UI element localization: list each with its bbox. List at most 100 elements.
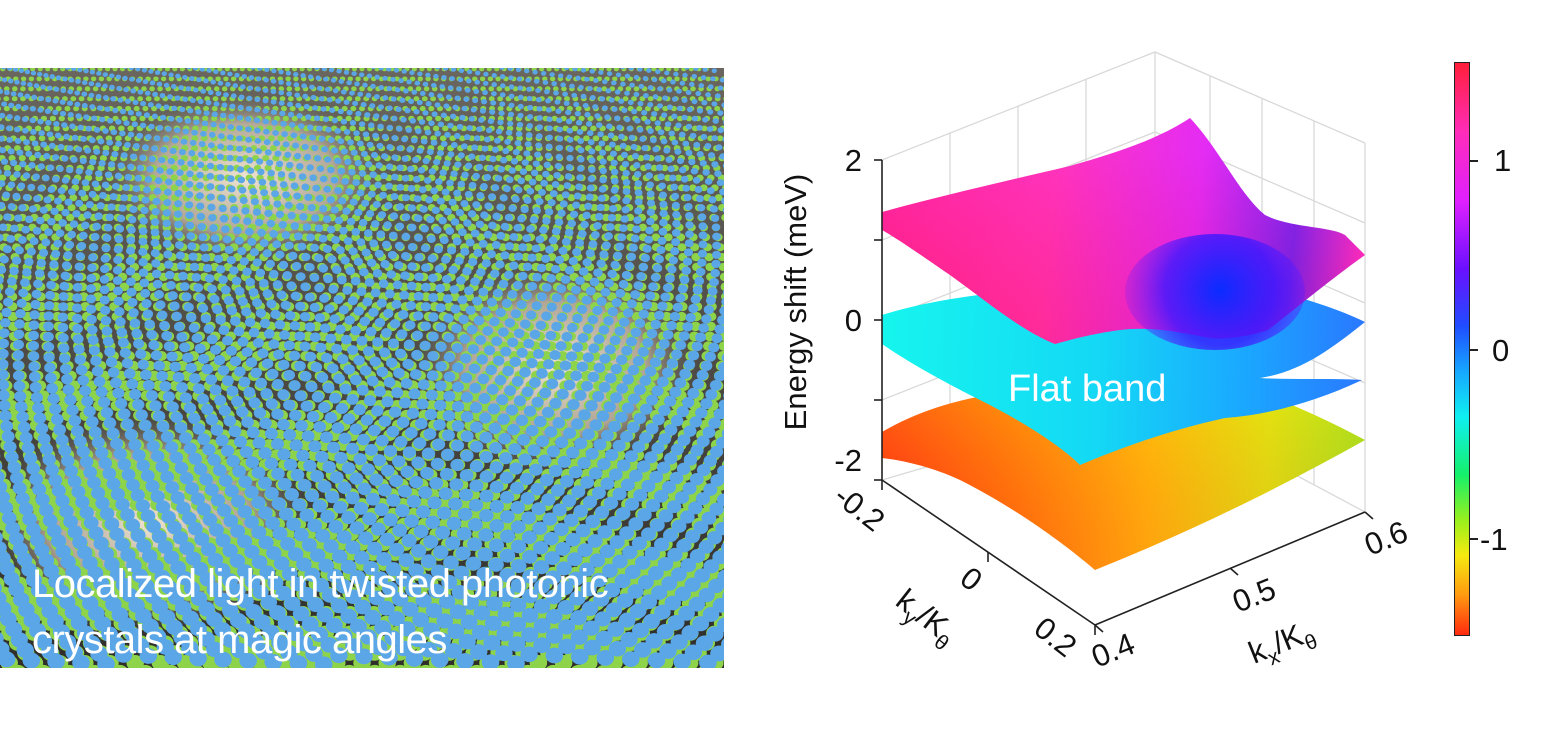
lattice-pillar — [99, 191, 107, 200]
lattice-pillar — [135, 409, 148, 421]
lattice-pillar — [136, 539, 152, 553]
lattice-pillar — [252, 258, 262, 267]
lattice-pillar — [448, 497, 463, 511]
lattice-pillar — [35, 493, 50, 507]
lattice-pillar — [405, 582, 422, 598]
lattice-pillar — [61, 664, 76, 668]
lattice-pillar — [590, 125, 597, 132]
lattice-pillar — [545, 589, 562, 605]
lattice-pillar — [227, 175, 235, 183]
lattice-pillar — [350, 105, 357, 112]
lattice-pillar — [619, 76, 626, 82]
lattice-pillar — [42, 513, 58, 527]
lattice-pillar — [521, 511, 536, 525]
lattice-pillar — [682, 76, 688, 82]
lattice-pillar — [203, 324, 215, 334]
lattice-pillar — [217, 80, 224, 86]
lattice-pillar — [91, 115, 98, 122]
lattice-pillar — [83, 516, 99, 530]
lattice-pillar — [202, 513, 218, 527]
lattice-pillar — [324, 304, 335, 314]
lattice-pillar — [358, 145, 366, 152]
lattice-pillar — [200, 313, 212, 324]
lattice-pillar — [489, 499, 504, 513]
lattice-pillar — [673, 68, 679, 72]
lattice-pillar — [255, 308, 267, 318]
lattice-pillar — [55, 494, 70, 508]
lattice-pillar — [275, 250, 285, 259]
lattice-pillar — [266, 219, 276, 228]
lattice-pillar — [283, 458, 298, 471]
lattice-pillar — [571, 125, 579, 132]
lattice-pillar — [22, 512, 37, 526]
lattice-pillar — [365, 326, 377, 337]
lattice-pillar — [176, 117, 183, 123]
lattice-pillar — [169, 147, 177, 155]
lattice-pillar — [263, 128, 270, 135]
lattice-pillar — [72, 282, 83, 292]
lattice-pillar — [212, 244, 222, 253]
lattice-pillar — [89, 104, 96, 110]
lattice-pillar — [38, 503, 54, 517]
lattice-pillar — [43, 72, 49, 78]
lattice-pillar — [163, 188, 172, 196]
lattice-pillar — [297, 479, 312, 492]
lattice-pillar — [71, 425, 84, 437]
lattice-pillar — [61, 208, 70, 217]
lattice-pillar — [210, 493, 226, 507]
lattice-pillar — [15, 401, 28, 413]
lattice-pillar — [203, 110, 210, 116]
lattice-pillar — [243, 386, 256, 398]
lattice-pillar — [148, 340, 160, 350]
lattice-pillar — [285, 310, 296, 321]
lattice-pillar — [48, 142, 56, 149]
lattice-pillar — [149, 80, 156, 86]
lattice-pillar — [200, 88, 207, 94]
lattice-pillar — [210, 121, 217, 128]
lattice-pillar — [43, 311, 54, 321]
lattice-pillar — [236, 125, 243, 132]
lattice-pillar — [238, 376, 251, 388]
lattice-pillar — [271, 190, 280, 198]
lattice-pillar — [144, 319, 155, 330]
lattice-pillar — [114, 647, 133, 663]
lattice-pillar — [481, 654, 500, 668]
lattice-pillar — [27, 82, 33, 88]
lattice-pillar — [383, 377, 396, 388]
lattice-pillar — [176, 501, 191, 515]
lattice-pillar — [155, 460, 170, 473]
lattice-pillar — [44, 108, 51, 114]
lattice-pillar — [0, 106, 2, 111]
lattice-pillar — [187, 522, 203, 536]
lattice-pillar — [238, 94, 245, 100]
lattice-pillar — [167, 157, 175, 165]
lattice-pillar — [397, 484, 413, 498]
lattice-pillar — [391, 387, 404, 398]
lattice-pillar — [138, 247, 148, 256]
lattice-pillar — [154, 96, 160, 102]
lattice-pillar — [171, 137, 179, 144]
lattice-pillar — [119, 130, 126, 137]
lattice-pillar — [115, 317, 126, 327]
lattice-pillar — [0, 583, 2, 593]
lattice-pillar — [688, 68, 694, 72]
lattice-pillar — [284, 125, 292, 132]
lattice-pillar — [150, 490, 165, 503]
lattice-pillar — [367, 664, 382, 668]
lattice-pillar — [66, 213, 75, 222]
lattice-pillar — [570, 629, 588, 645]
lattice-pillar — [582, 620, 600, 636]
lattice-pillar — [117, 458, 132, 471]
lattice-pillar — [114, 235, 124, 244]
lattice-pillar — [6, 234, 16, 243]
lattice-pillar — [45, 119, 52, 126]
lattice-pillar — [244, 515, 259, 529]
lattice-pillar — [262, 87, 269, 93]
lattice-pillar — [29, 106, 37, 112]
lattice-pillar — [75, 252, 85, 261]
lattice-pillar — [180, 164, 189, 172]
lattice-pillar — [0, 532, 3, 543]
lattice-pillar — [227, 71, 233, 77]
lattice-pillar — [268, 339, 280, 350]
lattice-pillar — [315, 342, 327, 353]
